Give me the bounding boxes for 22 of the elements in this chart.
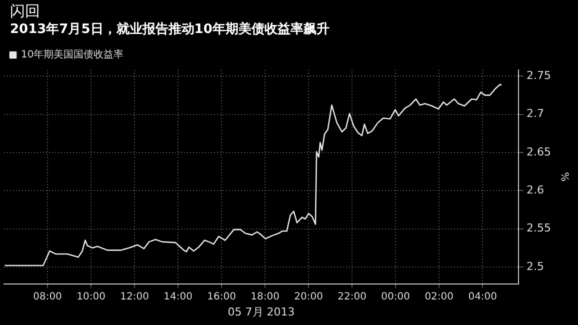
y-tick-label: 2.5 (526, 260, 544, 273)
x-tick-label: 04:00 (468, 291, 498, 302)
x-tick-label: 22:00 (338, 291, 366, 302)
x-tick-label: 08:00 (33, 291, 62, 302)
x-tick-label: 18:00 (250, 291, 280, 302)
x-axis-title: 05 7月 2013 (228, 305, 295, 318)
x-tick-label: 20:00 (294, 291, 323, 302)
chart-title: 闪回 (10, 2, 41, 21)
y-tick-label: 2.55 (526, 222, 552, 235)
x-tick-label: 02:00 (424, 291, 454, 302)
legend-label: 10年期美国国债收益率 (21, 48, 124, 61)
x-tick-label: 14:00 (164, 291, 192, 302)
y-tick-label: 2.75 (526, 68, 552, 82)
x-tick-label: 10:00 (76, 291, 106, 302)
y-axis-title: % (558, 172, 570, 182)
x-tick-label: 12:00 (120, 291, 149, 302)
y-tick-label: 2.65 (526, 145, 552, 158)
chart-subtitle: 2013年7月5日，就业报告推动10年期美债收益率飙升 (10, 21, 330, 39)
x-tick-label: 00:00 (381, 291, 410, 302)
y-tick-label: 2.7 (526, 107, 544, 120)
y-tick-label: 2.6 (526, 184, 544, 197)
x-tick-label: 16:00 (207, 291, 236, 302)
